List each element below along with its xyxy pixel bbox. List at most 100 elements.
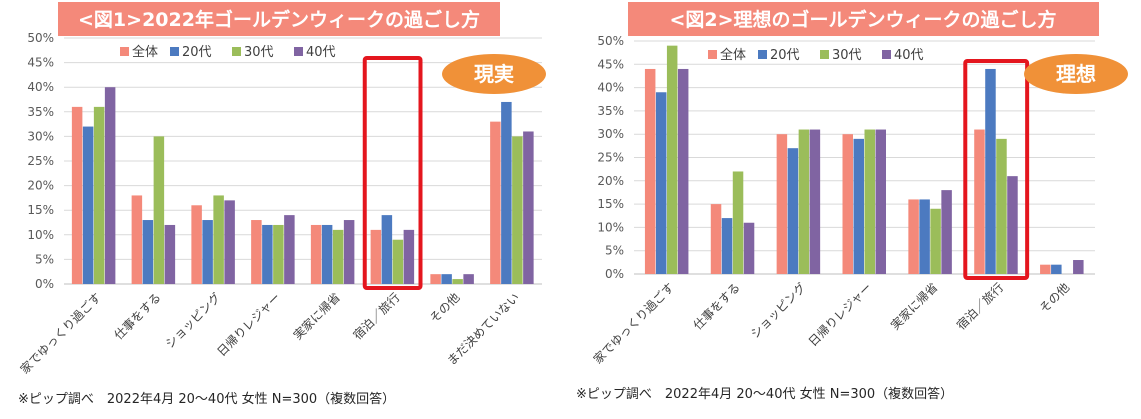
bar xyxy=(1007,176,1018,274)
legend-swatch xyxy=(294,47,303,56)
legend-label: 40代 xyxy=(894,48,924,63)
x-tick-label: その他 xyxy=(427,290,462,325)
bar xyxy=(842,134,853,274)
chart-2: <図2>理想のゴールデンウィークの過ごし方 0% 5% 10% 15% 20% 25% 30%… xyxy=(576,2,1128,402)
bar xyxy=(853,138,864,274)
bar xyxy=(452,279,463,284)
bar xyxy=(743,222,755,274)
y-tick-label: 20% xyxy=(27,179,54,193)
bar xyxy=(343,220,355,284)
bar xyxy=(191,205,202,284)
bar xyxy=(1073,260,1084,274)
y-tick-label: 45% xyxy=(597,57,624,71)
legend-label: 20代 xyxy=(182,45,212,60)
bar xyxy=(974,129,985,274)
bar xyxy=(273,224,284,284)
x-tick-label: 日帰りレジャー xyxy=(214,290,283,359)
bar xyxy=(710,204,722,274)
bar xyxy=(131,195,143,284)
bar xyxy=(321,224,333,284)
bar xyxy=(996,138,1007,274)
bar xyxy=(262,224,273,284)
y-tick-label: 40% xyxy=(597,81,624,95)
legend-swatch xyxy=(820,50,829,59)
y-tick-label: 35% xyxy=(27,105,54,119)
legend-swatch xyxy=(170,47,179,56)
bar xyxy=(798,129,810,274)
chart-title: <図1>2022年ゴールデンウィークの過ごし方 xyxy=(78,8,480,31)
badge-label: 理想 xyxy=(1056,62,1096,86)
y-tick-label: 20% xyxy=(597,174,624,188)
x-tick-label: ショッピング xyxy=(163,290,224,351)
legend-label: 20代 xyxy=(770,48,800,63)
legend-label: 全体 xyxy=(132,44,158,60)
highlight-box xyxy=(362,56,423,290)
source-note: ※ピップ調べ 2022年4月 20～40代 女性 N=300（複数回答） xyxy=(576,386,953,402)
bar xyxy=(104,87,116,284)
legend-swatch xyxy=(758,50,767,59)
x-tick-label: 家でゆっくり過ごす xyxy=(17,290,104,377)
bar xyxy=(142,220,154,284)
legend-label: 全体 xyxy=(720,47,746,63)
x-tick-label: 家でゆっくり過ごす xyxy=(590,280,677,367)
bar xyxy=(381,215,393,284)
y-tick-label: 15% xyxy=(27,203,54,217)
bar xyxy=(430,274,441,284)
bar xyxy=(787,148,799,274)
badge-ellipse xyxy=(1024,54,1128,94)
bar xyxy=(512,136,523,284)
y-tick-label: 40% xyxy=(27,80,54,94)
bar xyxy=(82,126,94,284)
legend-swatch xyxy=(882,50,891,59)
bar xyxy=(908,199,919,274)
bar xyxy=(463,274,474,284)
y-tick-label: 25% xyxy=(27,154,54,168)
chart-1: <図1>2022年ゴールデンウィークの過ごし方 0% 5% 10% 15% 20% 25% 3… xyxy=(17,2,546,407)
bar xyxy=(523,131,534,284)
bar xyxy=(284,215,295,284)
bar xyxy=(721,218,733,274)
legend-label: 40代 xyxy=(306,45,336,60)
bar xyxy=(930,208,941,274)
y-tick-label: 45% xyxy=(27,56,54,70)
bar xyxy=(677,68,689,275)
bar xyxy=(919,199,930,274)
highlight-box xyxy=(963,59,1030,280)
source-note: ※ピップ調べ 2022年4月 20～40代 女性 N=300（複数回答） xyxy=(18,391,395,407)
bar xyxy=(71,106,83,284)
y-tick-label: 35% xyxy=(597,104,624,118)
bar xyxy=(1051,264,1062,274)
x-tick-label: 宿泊／旅行 xyxy=(953,280,1006,333)
bar xyxy=(93,106,105,284)
y-tick-label: 0% xyxy=(605,267,624,281)
bar xyxy=(441,274,452,284)
bar xyxy=(1040,264,1051,274)
y-tick-label: 5% xyxy=(605,244,624,258)
bar xyxy=(985,68,996,275)
x-tick-label: ショッピング xyxy=(748,280,809,341)
bar xyxy=(310,224,322,284)
bar xyxy=(224,200,235,284)
bar xyxy=(202,220,213,284)
bar xyxy=(941,190,952,274)
x-tick-label: 日帰りレジャー xyxy=(806,280,875,349)
y-tick-label: 25% xyxy=(597,151,624,165)
bar xyxy=(776,134,788,274)
bar xyxy=(644,68,656,275)
y-tick-label: 50% xyxy=(597,34,624,48)
y-tick-label: 10% xyxy=(27,228,54,242)
x-tick-label: その他 xyxy=(1037,280,1072,315)
badge-label: 現実 xyxy=(474,62,514,86)
bar xyxy=(164,224,176,284)
bar xyxy=(732,171,744,274)
bar xyxy=(666,45,678,274)
y-tick-label: 0% xyxy=(35,277,54,291)
x-tick-label: 実家に帰省 xyxy=(290,290,343,343)
x-tick-label: 実家に帰省 xyxy=(887,280,940,333)
bar xyxy=(864,129,875,274)
x-tick-label: 仕事をする xyxy=(691,280,743,332)
bar xyxy=(251,220,262,284)
legend-swatch xyxy=(232,47,241,56)
bar xyxy=(809,129,821,274)
